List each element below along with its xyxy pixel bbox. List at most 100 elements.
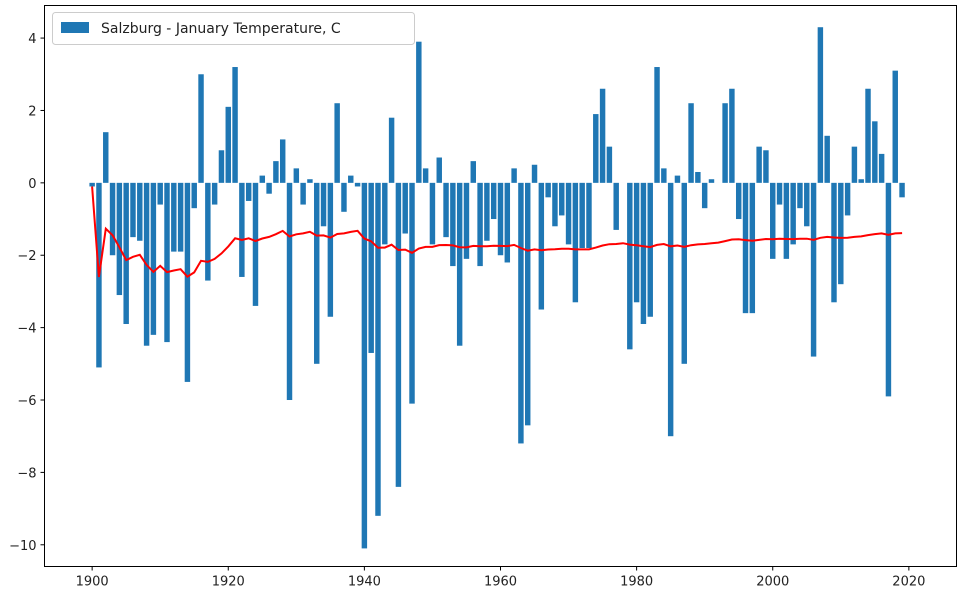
- bar-1916: [198, 74, 203, 183]
- bar-1917: [205, 183, 210, 281]
- bar-1984: [661, 168, 666, 182]
- bar-1924: [253, 183, 258, 306]
- bar-1945: [396, 183, 401, 487]
- bar-1961: [505, 183, 510, 263]
- bar-1990: [702, 183, 707, 208]
- bar-2014: [865, 89, 870, 183]
- bar-1900: [89, 183, 94, 187]
- y-tick-label: 2: [28, 104, 36, 119]
- bar-2018: [893, 71, 898, 183]
- bar-2005: [804, 183, 809, 226]
- bar-1937: [341, 183, 346, 212]
- bar-1948: [416, 42, 421, 183]
- bar-1927: [273, 161, 278, 183]
- bar-1965: [532, 165, 537, 183]
- y-tick-label: −4: [17, 322, 36, 337]
- bar-1931: [300, 183, 305, 205]
- bar-1991: [709, 179, 714, 183]
- bar-1936: [334, 103, 339, 183]
- bar-1953: [450, 183, 455, 266]
- bar-1988: [688, 103, 693, 183]
- bar-2007: [818, 27, 823, 183]
- bar-1912: [171, 183, 176, 252]
- bar-1909: [151, 183, 156, 335]
- bar-1966: [539, 183, 544, 310]
- bar-1970: [566, 183, 571, 245]
- bar-2000: [770, 183, 775, 259]
- bar-1963: [518, 183, 523, 444]
- bar-1925: [260, 176, 265, 183]
- bar-1957: [477, 183, 482, 266]
- bar-1946: [402, 183, 407, 234]
- bar-1938: [348, 176, 353, 183]
- bar-2013: [858, 179, 863, 183]
- y-tick-label: 0: [28, 177, 36, 192]
- bar-1951: [437, 158, 442, 183]
- bar-2002: [784, 183, 789, 259]
- bar-2010: [838, 183, 843, 284]
- bar-1939: [355, 183, 360, 187]
- bar-1915: [192, 183, 197, 208]
- bar-1922: [239, 183, 244, 277]
- bar-1998: [756, 147, 761, 183]
- legend: Salzburg - January Temperature, C: [53, 13, 415, 45]
- bar-1919: [219, 150, 224, 183]
- bar-1911: [164, 183, 169, 342]
- bar-2008: [824, 136, 829, 183]
- x-tick-label: 1960: [484, 575, 517, 590]
- bar-1967: [545, 183, 550, 197]
- bar-1921: [232, 67, 237, 183]
- bar-1996: [743, 183, 748, 313]
- bar-1928: [280, 139, 285, 182]
- bar-1954: [457, 183, 462, 346]
- y-tick-label: 4: [28, 32, 36, 47]
- bar-2019: [899, 183, 904, 197]
- y-tick-label: −10: [9, 539, 36, 554]
- bar-1979: [627, 183, 632, 349]
- bar-1964: [525, 183, 530, 425]
- legend-swatch: [61, 22, 89, 33]
- bar-2016: [879, 154, 884, 183]
- y-axis: 420−2−4−6−8−10: [9, 32, 44, 554]
- bar-1995: [736, 183, 741, 219]
- bar-1906: [130, 183, 135, 237]
- bar-1986: [675, 176, 680, 183]
- bar-1982: [648, 183, 653, 317]
- bar-1952: [443, 183, 448, 237]
- bar-2004: [797, 183, 802, 208]
- bar-1960: [498, 183, 503, 255]
- bar-1972: [579, 183, 584, 248]
- bar-1959: [491, 183, 496, 219]
- y-tick-label: −2: [17, 249, 36, 264]
- bar-1910: [157, 183, 162, 205]
- bar-1956: [471, 161, 476, 183]
- x-tick-label: 2020: [892, 575, 925, 590]
- bar-1962: [511, 168, 516, 182]
- x-tick-label: 1900: [76, 575, 109, 590]
- x-tick-label: 1920: [212, 575, 245, 590]
- bars-group: [89, 27, 904, 548]
- bar-1983: [654, 67, 659, 183]
- bar-1934: [321, 183, 326, 226]
- bar-1913: [178, 183, 183, 252]
- bar-2012: [852, 147, 857, 183]
- bar-1923: [246, 183, 251, 201]
- bar-1929: [287, 183, 292, 400]
- x-tick-label: 1980: [620, 575, 653, 590]
- bar-1968: [552, 183, 557, 226]
- y-tick-label: −6: [17, 394, 36, 409]
- bar-1999: [763, 150, 768, 183]
- bar-1930: [294, 168, 299, 182]
- bar-1977: [613, 183, 618, 230]
- bar-1969: [559, 183, 564, 216]
- bar-1997: [750, 183, 755, 313]
- bar-1920: [226, 107, 231, 183]
- bar-1949: [423, 168, 428, 182]
- bar-1947: [409, 183, 414, 404]
- bar-1944: [389, 118, 394, 183]
- bar-1902: [103, 132, 108, 183]
- bar-2001: [777, 183, 782, 205]
- bar-2006: [811, 183, 816, 357]
